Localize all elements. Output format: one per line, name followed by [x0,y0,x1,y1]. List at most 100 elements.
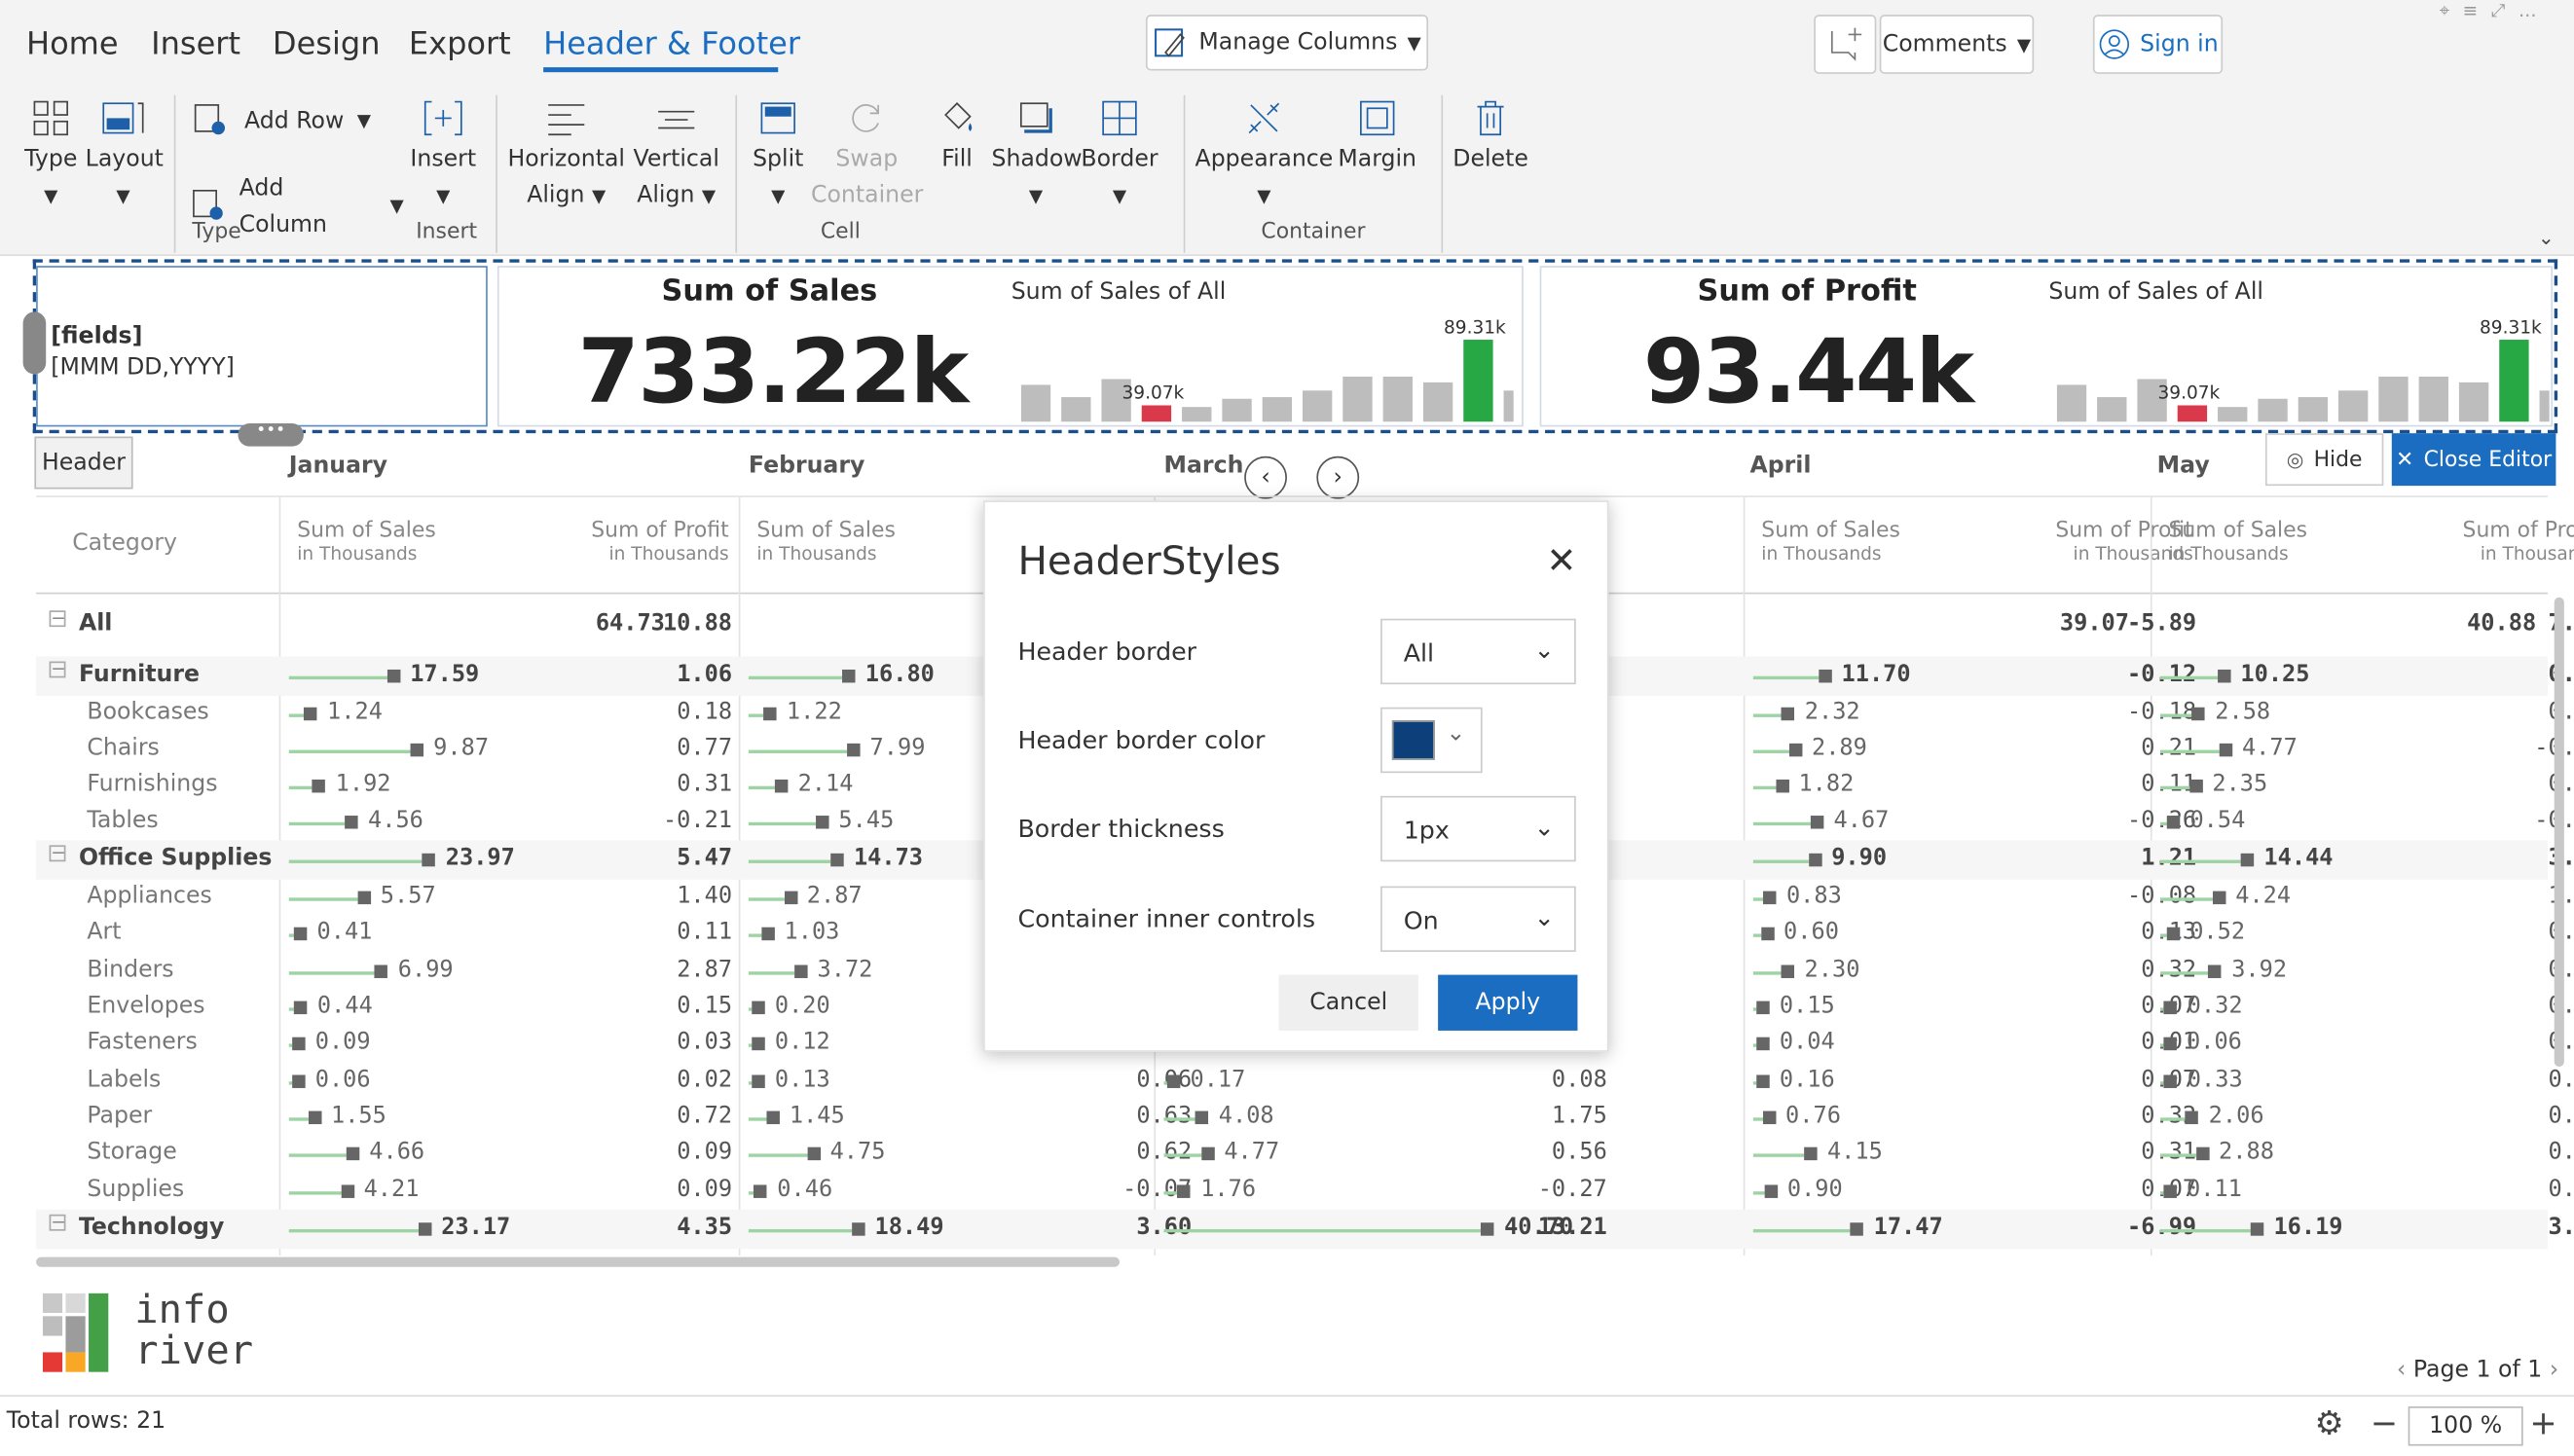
thickness-value: 1px [1403,816,1450,846]
profit-value: -0.12 [2127,661,2197,688]
add-comment-button[interactable] [1814,15,1877,74]
table-row[interactable]: Paper 1.55 0.72 1.45 0.63 4.08 1.75 0.76 0.32 2.0… [36,1100,2574,1136]
scroll-right-icon[interactable]: › [1316,455,1360,499]
sales-value: 2.30 [1804,957,1860,984]
profit-value: 0.72 [677,1103,733,1130]
header-border-select[interactable]: All ⌄ [1380,618,1576,685]
table-row[interactable]: Envelopes0.440.150.200.190.150.070.320.1… [36,990,2574,1026]
sales-value: 0.76 [1785,1103,1841,1130]
refresh-icon [852,104,879,132]
border-color-picker[interactable]: ⌄ [1380,707,1483,774]
add-column-button[interactable]: Add Column ▼ [191,170,404,242]
chevron-down-icon: ▼ [1257,185,1271,207]
sparkline-bar [2137,379,2167,422]
sales-marker [1788,743,1802,757]
sales-bar [748,1228,852,1233]
sales-value: 0.12 [774,1029,830,1056]
sales-marker [793,965,808,978]
kpi-card-sales[interactable]: Sum of Sales 733.22k Sum of Sales of All… [496,266,1524,427]
fill-button[interactable]: Fill [926,98,988,177]
table-row[interactable]: Labels0.060.020.130.060.170.080.160.070.… [36,1064,2574,1100]
tab-export[interactable]: Export [408,25,511,63]
category-label: Envelopes [87,993,205,1020]
collapse-icon[interactable]: − [49,658,66,680]
vertical-align-button[interactable]: Vertical Align ▼ [631,98,722,215]
border-button[interactable]: Border ▼ [1081,98,1159,215]
vertical-scrollbar[interactable] [2554,597,2564,1068]
swap-container-button[interactable]: Swap Container [811,98,923,213]
tab-home[interactable]: Home [25,25,119,63]
delete-button[interactable]: Delete [1452,98,1530,177]
logo-text: info river [134,1290,253,1371]
collapse-icon[interactable]: − [49,1211,66,1233]
horizontal-align-button[interactable]: Horizontal Align ▼ [505,98,627,215]
collapse-ribbon-icon[interactable]: ⌄ [2537,226,2555,250]
sales-marker [754,1184,768,1198]
align-label: Align [637,182,695,209]
inner-controls-label: Container inner controls [1017,904,1316,934]
close-editor-button[interactable]: ✕ Close Editor [2391,433,2556,487]
sales-value: 16.19 [2273,1214,2343,1241]
header-styles-dialog: HeaderStyles ✕ Header border All ⌄ Header… [983,500,1609,1052]
profit-value: -0.21 [662,807,733,834]
sparkline-bar [1222,398,1252,422]
table-row[interactable]: Storage 4.66 0.09 4.75 0.62 4.77 0.56 4.15 0.31 2… [36,1136,2574,1172]
collapse-icon[interactable]: − [49,606,66,629]
group-label-type: Type [192,219,241,245]
table-row[interactable]: − Technology 23.17 4.35 18.49 3.60 40.70 13.21 1… [36,1209,2574,1250]
split-button[interactable]: Split ▼ [746,98,811,215]
prev-page-icon[interactable]: ‹ [2396,1357,2407,1384]
sales-marker [752,1074,765,1088]
sales-marker [386,669,401,683]
comments-dropdown[interactable]: Comments ▼ [1879,15,2035,74]
sales-marker [2212,891,2226,905]
thickness-select[interactable]: 1px ⌄ [1380,795,1576,862]
drag-handle[interactable] [22,311,47,375]
hide-button[interactable]: ◎ Hide [2264,433,2384,487]
inner-controls-select[interactable]: On ⌄ [1380,886,1576,952]
margin-button[interactable]: Margin [1337,98,1418,177]
add-row-button[interactable]: Add Row ▼ [191,102,371,141]
sales-value: 1.55 [330,1103,386,1130]
kpi-card-profit[interactable]: Sum of Profit 93.44k Sum of Sales of All… [1539,266,2554,427]
ribbon: Home Insert Design Export Header & Foote… [0,0,2574,257]
divider [173,94,176,253]
zoom-in-icon[interactable]: + [2529,1402,2557,1443]
appearance-button[interactable]: Appearance ▼ [1195,98,1334,215]
profit-value: -0.07 [1122,1177,1193,1203]
sales-value: 6.99 [397,957,454,984]
insert-button[interactable]: Insert ▼ [407,98,479,215]
sales-bar [288,1043,293,1047]
appearance-label: Appearance [1195,146,1334,173]
tab-header-footer[interactable]: Header & Footer [543,25,801,63]
type-button[interactable]: Type ▼ [19,98,82,215]
fields-card[interactable]: [fields] [MMM DD,YYYY] [36,266,488,427]
shadow-button[interactable]: Shadow ▼ [991,98,1083,215]
sales-marker [842,669,856,683]
sign-in-button[interactable]: Sign in [2092,15,2224,74]
profit-value: 0.21 [2141,735,2197,762]
sales-value: 11.70 [1841,661,1911,688]
apply-button[interactable]: Apply [1438,974,1578,1031]
sparkline-bar [1422,382,1453,422]
resize-handle[interactable]: ••• [238,422,304,447]
close-icon[interactable]: ✕ [1546,541,1577,583]
table-row[interactable]: −Furniture17.591.0616.801.1211.70-0.1210… [36,656,2574,696]
tab-design[interactable]: Design [272,25,381,63]
manage-columns-button[interactable]: Manage Columns ▼ [1145,15,1428,71]
header-chip[interactable]: Header [34,436,133,490]
zoom-out-icon[interactable]: − [2370,1402,2399,1443]
cancel-button[interactable]: Cancel [1278,974,1418,1031]
zoom-level[interactable]: 100 % [2408,1406,2523,1446]
table-row[interactable]: Supplies 4.21 0.09 0.46 -0.07 1.76 -0.27 0.90 0.… [36,1174,2574,1210]
layout-button[interactable]: Layout ▼ [86,98,164,215]
scroll-left-icon[interactable]: ‹ [1244,455,1287,499]
horizontal-scrollbar[interactable] [36,1256,1120,1267]
next-page-icon[interactable]: › [2549,1357,2559,1384]
collapse-icon[interactable]: − [49,842,66,863]
settings-gear-icon[interactable]: ⚙ [2314,1402,2344,1443]
delete-label: Delete [1452,146,1528,173]
window-controls[interactable]: ⌖≡⤢… [2439,0,2551,21]
tab-insert[interactable]: Insert [151,25,241,63]
